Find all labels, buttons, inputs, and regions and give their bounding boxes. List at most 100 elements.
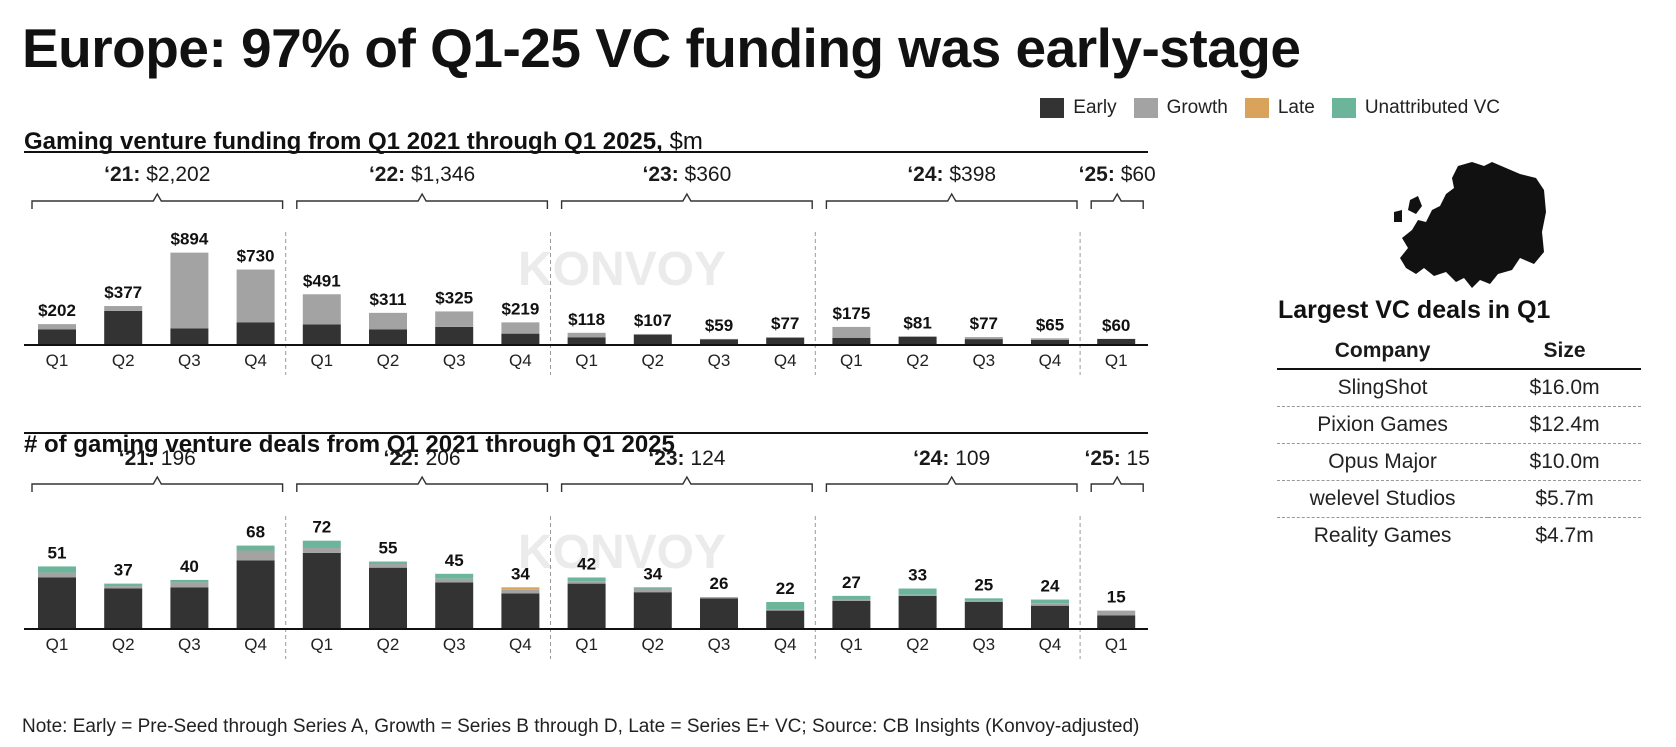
x-tick-label: Q2	[906, 635, 929, 654]
year-total-label: ‘22: $1,346	[369, 163, 475, 186]
data-label: 51	[48, 543, 67, 562]
x-tick-label: Q3	[178, 635, 201, 654]
bar-segment-growth	[369, 563, 407, 568]
table-row: welevel Studios $5.7m	[1277, 480, 1641, 518]
year-bracket	[1090, 192, 1144, 209]
bar-segment-growth	[1097, 610, 1136, 616]
bar-segment-early	[104, 310, 143, 345]
data-label: 37	[114, 561, 133, 580]
bar-segment-early	[633, 592, 672, 629]
bar-segment-growth	[832, 326, 871, 338]
bar-segment-late	[501, 587, 540, 590]
data-label: $491	[303, 271, 341, 290]
table-row: Reality Games $4.7m	[1277, 518, 1641, 555]
x-tick-label: Q1	[1105, 635, 1128, 654]
bar-segment-early	[501, 593, 540, 629]
bar-segment-growth	[435, 311, 474, 327]
legend-label: Late	[1277, 97, 1315, 118]
bar-segment-growth	[964, 600, 1003, 603]
data-label: $107	[634, 311, 672, 330]
bar-segment-early	[1031, 339, 1069, 345]
legend-swatch	[1133, 98, 1158, 118]
table-row: SlingShot $16.0m	[1277, 369, 1641, 407]
bar-segment-growth	[236, 550, 275, 561]
bar-segment-early	[236, 560, 275, 629]
bar-segment-early	[964, 339, 1003, 345]
bar-segment-early	[369, 567, 407, 629]
bar-segment-early	[236, 322, 275, 345]
x-tick-label: Q1	[310, 351, 333, 370]
data-label: 34	[511, 564, 530, 583]
data-label: $325	[435, 288, 473, 307]
bar-segment-growth	[832, 599, 871, 601]
table-row: Pixion Games $12.4m	[1277, 406, 1641, 444]
bar-segment-unattributed-vc	[104, 583, 143, 587]
size-cell: $5.7m	[1488, 480, 1641, 518]
data-label: 42	[577, 554, 596, 573]
data-label: 34	[643, 564, 662, 583]
x-tick-label: Q2	[641, 635, 664, 654]
table-row: Opus Major $10.0m	[1277, 443, 1641, 481]
company-column-header: Company	[1277, 334, 1489, 370]
year-bracket	[560, 192, 813, 209]
largest-deals-table: Company Size SlingShot $16.0m Pixion Gam…	[1277, 334, 1641, 554]
year-bracket	[1090, 475, 1144, 492]
data-label: $60	[1102, 316, 1130, 335]
year-bracket	[825, 192, 1078, 209]
bar-segment-growth	[1031, 338, 1069, 340]
x-tick-label: Q1	[46, 635, 69, 654]
bar-segment-unattributed-vc	[302, 540, 341, 549]
legend-item: Unattributed VC	[1331, 97, 1500, 119]
bar-segment-growth	[302, 548, 341, 553]
data-label: 68	[246, 523, 265, 542]
x-tick-label: Q4	[509, 635, 532, 654]
bar-segment-unattributed-vc	[369, 561, 407, 564]
legend-item: Growth	[1133, 97, 1228, 119]
bar-segment-early	[567, 583, 606, 629]
bar-segment-unattributed-vc	[567, 577, 606, 582]
x-tick-label: Q4	[1039, 351, 1062, 370]
funding-chart-title-text: Gaming venture funding from Q1 2021 thro…	[24, 128, 663, 155]
bar-segment-growth	[38, 324, 76, 330]
bar-segment-unattributed-vc	[898, 588, 937, 595]
bar-segment-growth	[1031, 603, 1069, 606]
bar-segment-early	[1097, 339, 1136, 345]
legend-label: Unattributed VC	[1364, 97, 1500, 118]
bar-segment-early	[369, 329, 407, 345]
data-label: $81	[903, 314, 931, 333]
bar-segment-early	[964, 602, 1003, 629]
x-tick-label: Q1	[840, 635, 863, 654]
bar-segment-unattributed-vc	[1031, 599, 1069, 604]
data-label: $202	[38, 301, 76, 320]
data-label: 22	[776, 579, 795, 598]
x-tick-label: Q4	[244, 351, 267, 370]
x-tick-label: Q1	[575, 635, 598, 654]
data-label: 25	[974, 575, 993, 594]
x-tick-label: Q2	[112, 351, 135, 370]
bar-segment-unattributed-vc	[435, 573, 474, 579]
bar-segment-growth	[700, 597, 738, 599]
year-total-label: ‘25: 15	[1085, 447, 1150, 470]
x-tick-label: Q4	[774, 351, 797, 370]
europe-map-icon	[1388, 160, 1548, 295]
bar-segment-early	[766, 337, 805, 345]
x-tick-label: Q1	[310, 635, 333, 654]
funding-chart-unit: $m	[669, 128, 703, 155]
size-cell: $12.4m	[1488, 406, 1641, 444]
x-tick-label: Q2	[377, 635, 400, 654]
x-tick-label: Q3	[708, 351, 731, 370]
bar-segment-early	[1097, 615, 1136, 629]
size-cell: $10.0m	[1488, 443, 1641, 481]
year-total-label: ‘21: 196	[119, 447, 196, 470]
x-tick-label: Q3	[972, 351, 995, 370]
size-cell: $4.7m	[1535, 524, 1594, 547]
legend-label: Growth	[1166, 97, 1228, 118]
bar-segment-growth	[567, 581, 606, 584]
bar-segment-growth	[170, 582, 209, 588]
year-bracket	[296, 475, 549, 492]
legend-item: Early	[1040, 97, 1117, 119]
x-tick-label: Q3	[708, 635, 731, 654]
year-bracket	[31, 475, 284, 492]
bar-segment-unattributed-vc	[832, 595, 871, 600]
